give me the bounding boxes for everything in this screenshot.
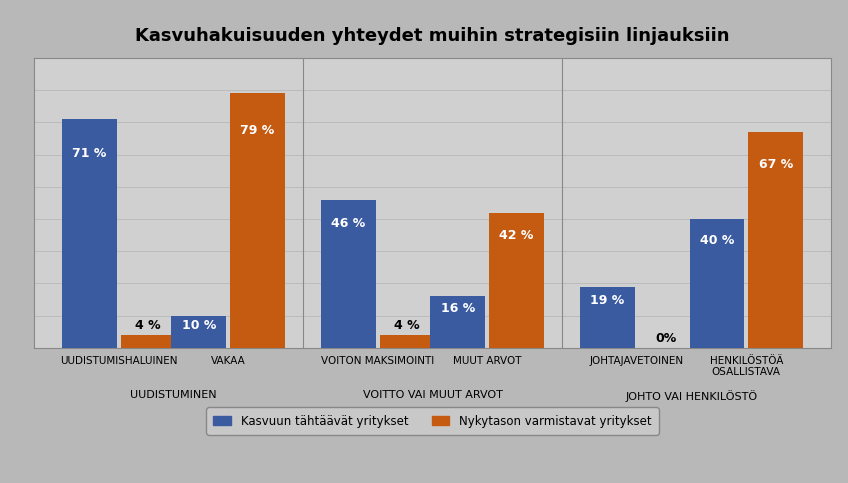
Text: VAKAA: VAKAA (211, 356, 246, 366)
Text: 79 %: 79 % (241, 124, 275, 137)
Text: 46 %: 46 % (332, 217, 365, 230)
Text: MUUT ARVOT: MUUT ARVOT (453, 356, 522, 366)
Text: 4 %: 4 % (394, 319, 420, 332)
Bar (431, 296, 485, 348)
Bar (171, 315, 226, 348)
Text: VOITON MAKSIMOINTI: VOITON MAKSIMOINTI (321, 356, 434, 366)
Text: 4 %: 4 % (135, 319, 161, 332)
Bar (689, 219, 745, 348)
Bar (230, 93, 285, 348)
Text: 19 %: 19 % (590, 294, 624, 307)
Bar (62, 119, 117, 348)
Bar (321, 199, 376, 348)
Text: JOHTAJAVETOINEN: JOHTAJAVETOINEN (589, 356, 683, 366)
Text: 67 %: 67 % (759, 158, 793, 171)
Bar (380, 335, 434, 348)
Bar (489, 213, 544, 348)
Text: 0%: 0% (656, 332, 677, 345)
Text: 42 %: 42 % (499, 229, 534, 242)
Text: UUDISTUMINEN: UUDISTUMINEN (130, 390, 217, 399)
Legend: Kasvuun tähtäävät yritykset, Nykytason varmistavat yritykset: Kasvuun tähtäävät yritykset, Nykytason v… (206, 408, 659, 435)
Bar (748, 132, 803, 348)
Text: JOHTO VAI HENKILÖSTÖ: JOHTO VAI HENKILÖSTÖ (626, 390, 757, 401)
Title: Kasvuhakuisuuden yhteydet muihin strategisiin linjauksiin: Kasvuhakuisuuden yhteydet muihin strateg… (135, 28, 730, 45)
Text: VOITTO VAI MUUT ARVOT: VOITTO VAI MUUT ARVOT (363, 390, 502, 399)
Text: 10 %: 10 % (181, 319, 216, 332)
Bar (580, 286, 635, 348)
Bar (120, 335, 176, 348)
Text: UUDISTUMISHALUINEN: UUDISTUMISHALUINEN (60, 356, 177, 366)
Text: 16 %: 16 % (441, 302, 475, 315)
Text: HENKILÖSTÖÄ
OSALLISTAVA: HENKILÖSTÖÄ OSALLISTAVA (710, 356, 783, 377)
Text: 40 %: 40 % (700, 234, 734, 247)
Text: 71 %: 71 % (72, 146, 106, 159)
